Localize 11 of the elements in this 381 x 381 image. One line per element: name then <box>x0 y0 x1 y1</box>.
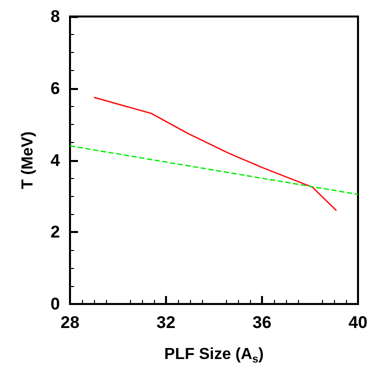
x-tick-label: 32 <box>156 313 176 332</box>
line-series <box>93 96 338 212</box>
x-tick-label: 40 <box>348 313 368 332</box>
y-tick-label: 2 <box>50 222 60 242</box>
y-tick-label: 4 <box>50 150 61 170</box>
y-tick-label: 0 <box>50 294 60 314</box>
y-tick-label: 6 <box>50 78 60 98</box>
y-tick-label: 8 <box>50 7 60 26</box>
y-axis-title: T (MeV) <box>20 131 36 190</box>
x-tick-label: 28 <box>60 313 80 332</box>
x-tick-label: 36 <box>252 313 272 332</box>
